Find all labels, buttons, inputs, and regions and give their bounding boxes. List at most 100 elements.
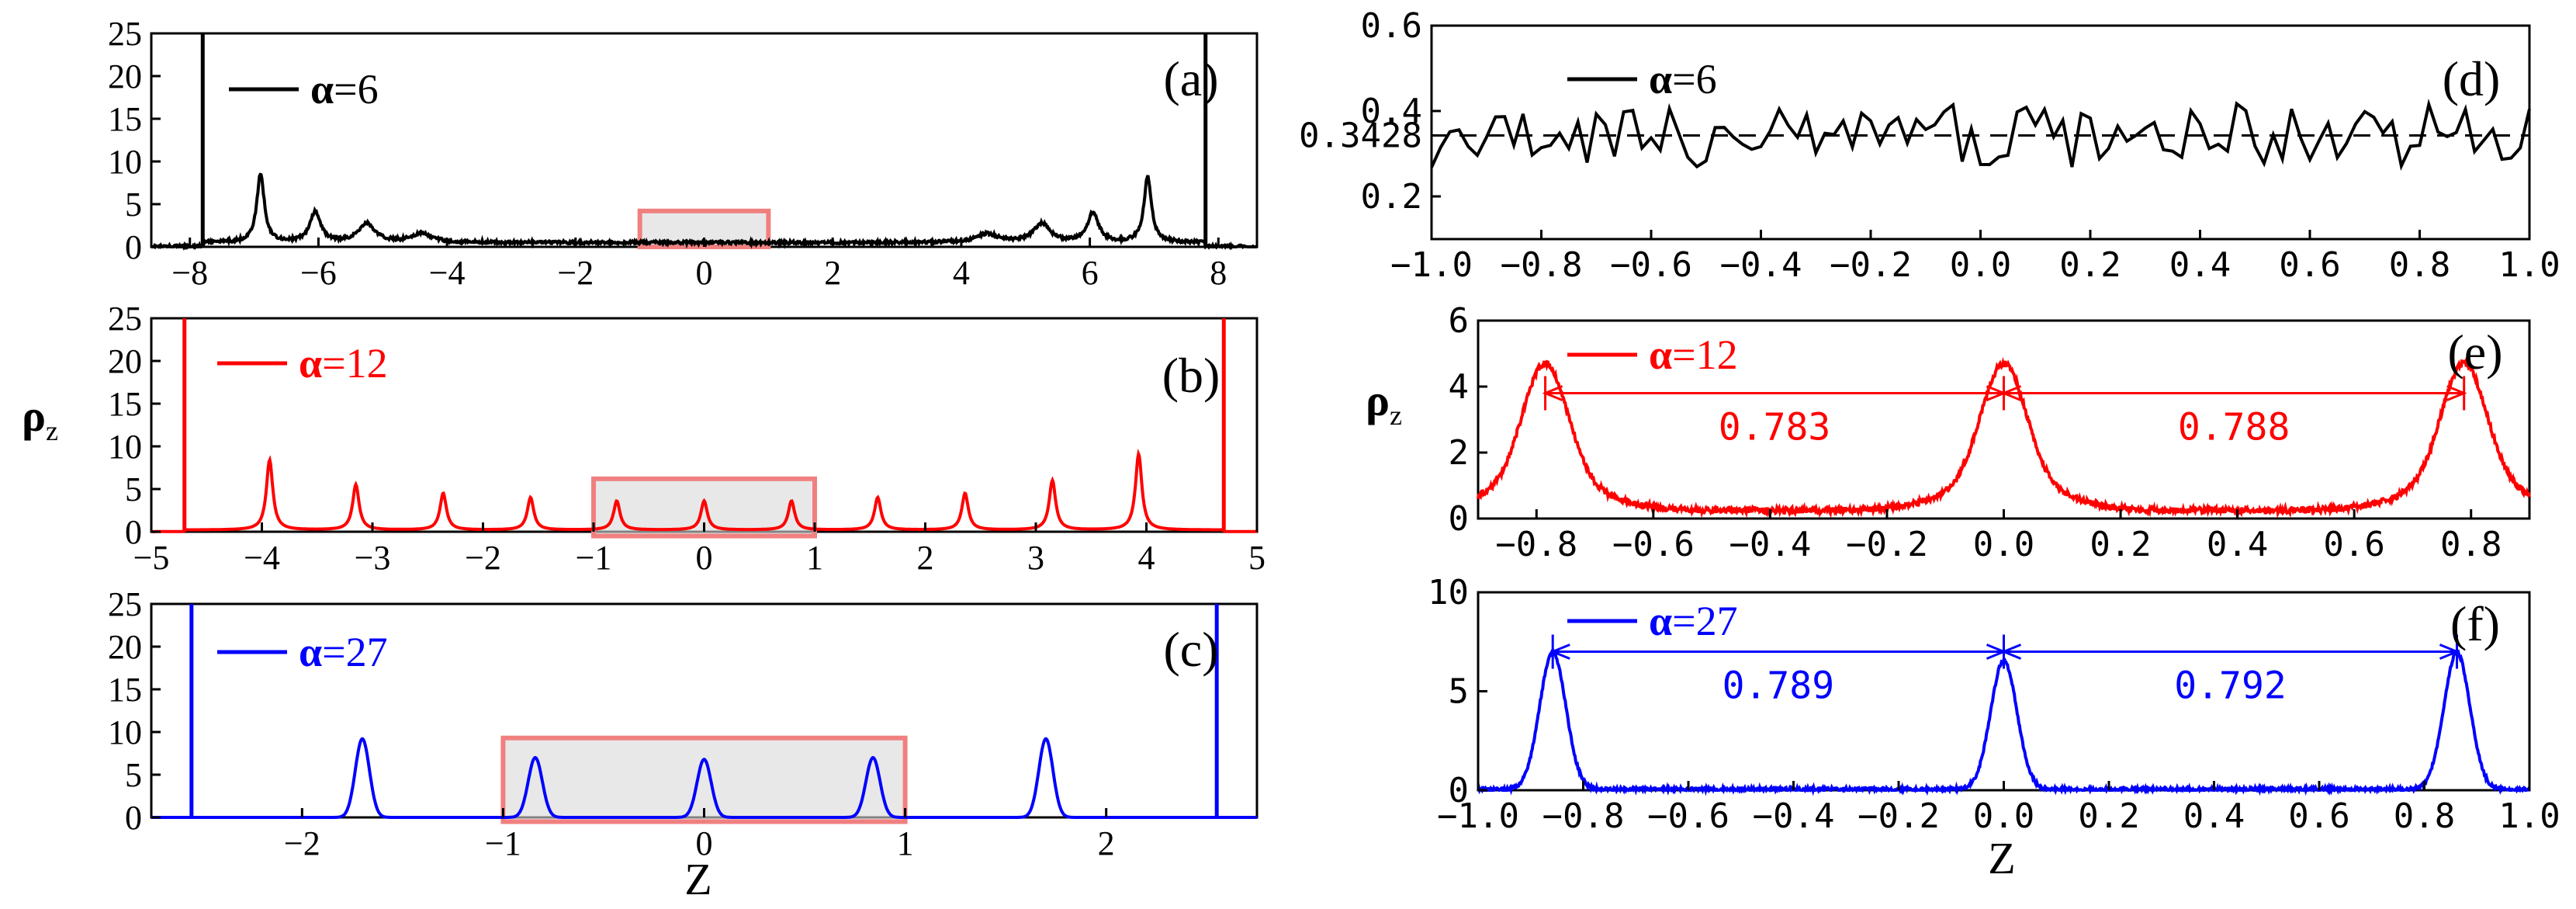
legend: α=12 [1567,331,1738,378]
x-tick-label: 0.2 [2090,525,2151,564]
x-tick-label: 1 [897,824,914,862]
legend: α=12 [217,340,388,387]
panel-label: (e) [2447,324,2502,380]
x-tick-label: 1.0 [2498,796,2560,836]
panel-d-marks [1430,99,2531,172]
legend: α=27 [1567,598,1738,644]
series-line [1477,356,2531,519]
x-tick-label: −5 [133,539,170,577]
panel-b: −5 −4 −3 −2 −1 0 1 2 3 4 5 0 5 10 15 20 25 α=12 (b) [108,300,1265,577]
panel-label: (b) [1162,348,1220,403]
x-tick-label: −0.6 [1612,525,1695,564]
legend: α=27 [217,629,388,675]
y-tick-label: 20 [108,342,142,380]
y-tick-label: 25 [108,300,142,338]
legend: α=6 [1567,56,1717,102]
y-tick-label: 0.2 [1361,177,1422,217]
x-tick-label: 4 [1138,539,1155,577]
x-tick-label: −2 [465,539,501,577]
svg-text:α=6: α=6 [310,66,379,113]
panel-a-ticks: −8 −6 −4 −2 0 2 4 6 8 0 5 10 15 20 25 [108,15,1227,292]
panel-e-marks: 0.783 0.788 [1477,356,2531,519]
y-tick-label: 10 [108,428,142,466]
x-tick-label: −0.2 [1846,525,1928,564]
x-tick-label: 2 [917,539,934,577]
panel-b-ticks: −5 −4 −3 −2 −1 0 1 2 3 4 5 0 5 10 15 20 25 [108,300,1265,577]
x-tick-label: −0.4 [1753,796,1835,836]
x-tick-label: 2 [824,254,841,292]
legend-value: =6 [334,66,378,113]
series-line [1430,99,2531,172]
legend-alpha: α [1649,331,1672,378]
x-tick-label: −8 [171,254,208,292]
legend-alpha: α [299,629,322,675]
svg-text:α=27: α=27 [1649,598,1738,644]
spacing-label: 0.792 [2174,664,2287,708]
svg-text:α=6: α=6 [1649,56,1717,102]
x-tick-label: 2 [1098,824,1115,862]
x-axis-label-right: Z [1988,833,2015,883]
plot-frame [1477,319,2531,520]
x-tick-label: −1 [576,539,612,577]
x-tick-label: −0.8 [1501,245,1583,285]
legend-value: =12 [1672,331,1737,378]
legend-value: =12 [322,340,387,387]
y-tick-label: 10 [108,143,142,181]
x-tick-label: 0.4 [2183,796,2245,836]
panel-label: (a) [1163,51,1218,106]
x-tick-label: 0.2 [2059,245,2121,285]
y-tick-label: 0 [1449,771,1470,810]
x-tick-label: 8 [1210,254,1227,292]
x-tick-label: 4 [953,254,970,292]
x-tick-label: −6 [300,254,337,292]
y-axis-label-right: ρz [1366,375,1402,431]
y-tick-label: 0 [125,799,142,837]
y-tick-label: 10 [108,713,142,751]
x-tick-label: 1 [806,539,823,577]
panel-a: −8 −6 −4 −2 0 2 4 6 8 0 5 10 15 20 25 α=6 (a) [108,15,1259,292]
y-tick-label: 4 [1449,367,1470,407]
y-tick-label: 15 [108,100,142,138]
x-tick-label: 0 [696,254,713,292]
x-tick-label: 5 [1248,539,1265,577]
y-tick-label: 6 [1449,301,1470,341]
y-tick-label: 10 [1428,573,1469,612]
panel-c-marks [151,604,1257,824]
svg-text:α=12: α=12 [1649,331,1738,378]
panel-f-marks: 0.789 0.792 [1477,634,2531,796]
y-tick-label: 0 [125,228,142,266]
x-tick-label: −1.0 [1437,796,1519,836]
svg-text:α=12: α=12 [299,340,388,387]
panel-label: (f) [2450,596,2500,651]
spacing-label: 0.788 [2178,406,2290,449]
y-axis-label-left: ρz [22,390,58,446]
panel-e: 0.783 0.788 −0.8 −0.6 −0.4 −0.2 0.0 0.2 0.4 0.6 0… [1449,301,2531,564]
x-tick-label: 0.0 [1973,525,2034,564]
x-tick-label: −0.2 [1830,245,1912,285]
x-axis-label-left: Z [684,854,712,904]
x-tick-label: −2 [557,254,594,292]
plot-frame [1430,24,2531,241]
y-tick-label: 0 [125,513,142,551]
legend-alpha: α [1649,56,1672,102]
legend-alpha: α [1649,598,1672,644]
panel-e-ticks: −0.8 −0.6 −0.4 −0.2 0.0 0.2 0.4 0.6 0.8 0 2 4 6 [1449,301,2502,564]
panel-b-marks [151,318,1257,539]
legend-alpha: α [310,66,334,113]
x-tick-label: 0.4 [2207,525,2268,564]
y-axis-label-right-symbol: ρ [1366,375,1390,425]
x-tick-label: 0.8 [2389,245,2450,285]
highlight-box [500,735,908,824]
x-tick-label: 6 [1082,254,1099,292]
x-tick-label: 0.2 [2078,796,2139,836]
legend: α=6 [229,66,379,113]
series-line [151,737,1257,819]
x-tick-label: 0.0 [1973,796,2034,836]
x-tick-label: −2 [284,824,320,862]
y-tick-label: 20 [108,628,142,666]
x-tick-label: −4 [244,539,280,577]
y-axis-label-right-sub: z [1390,400,1402,431]
y-tick-label: 15 [108,385,142,423]
